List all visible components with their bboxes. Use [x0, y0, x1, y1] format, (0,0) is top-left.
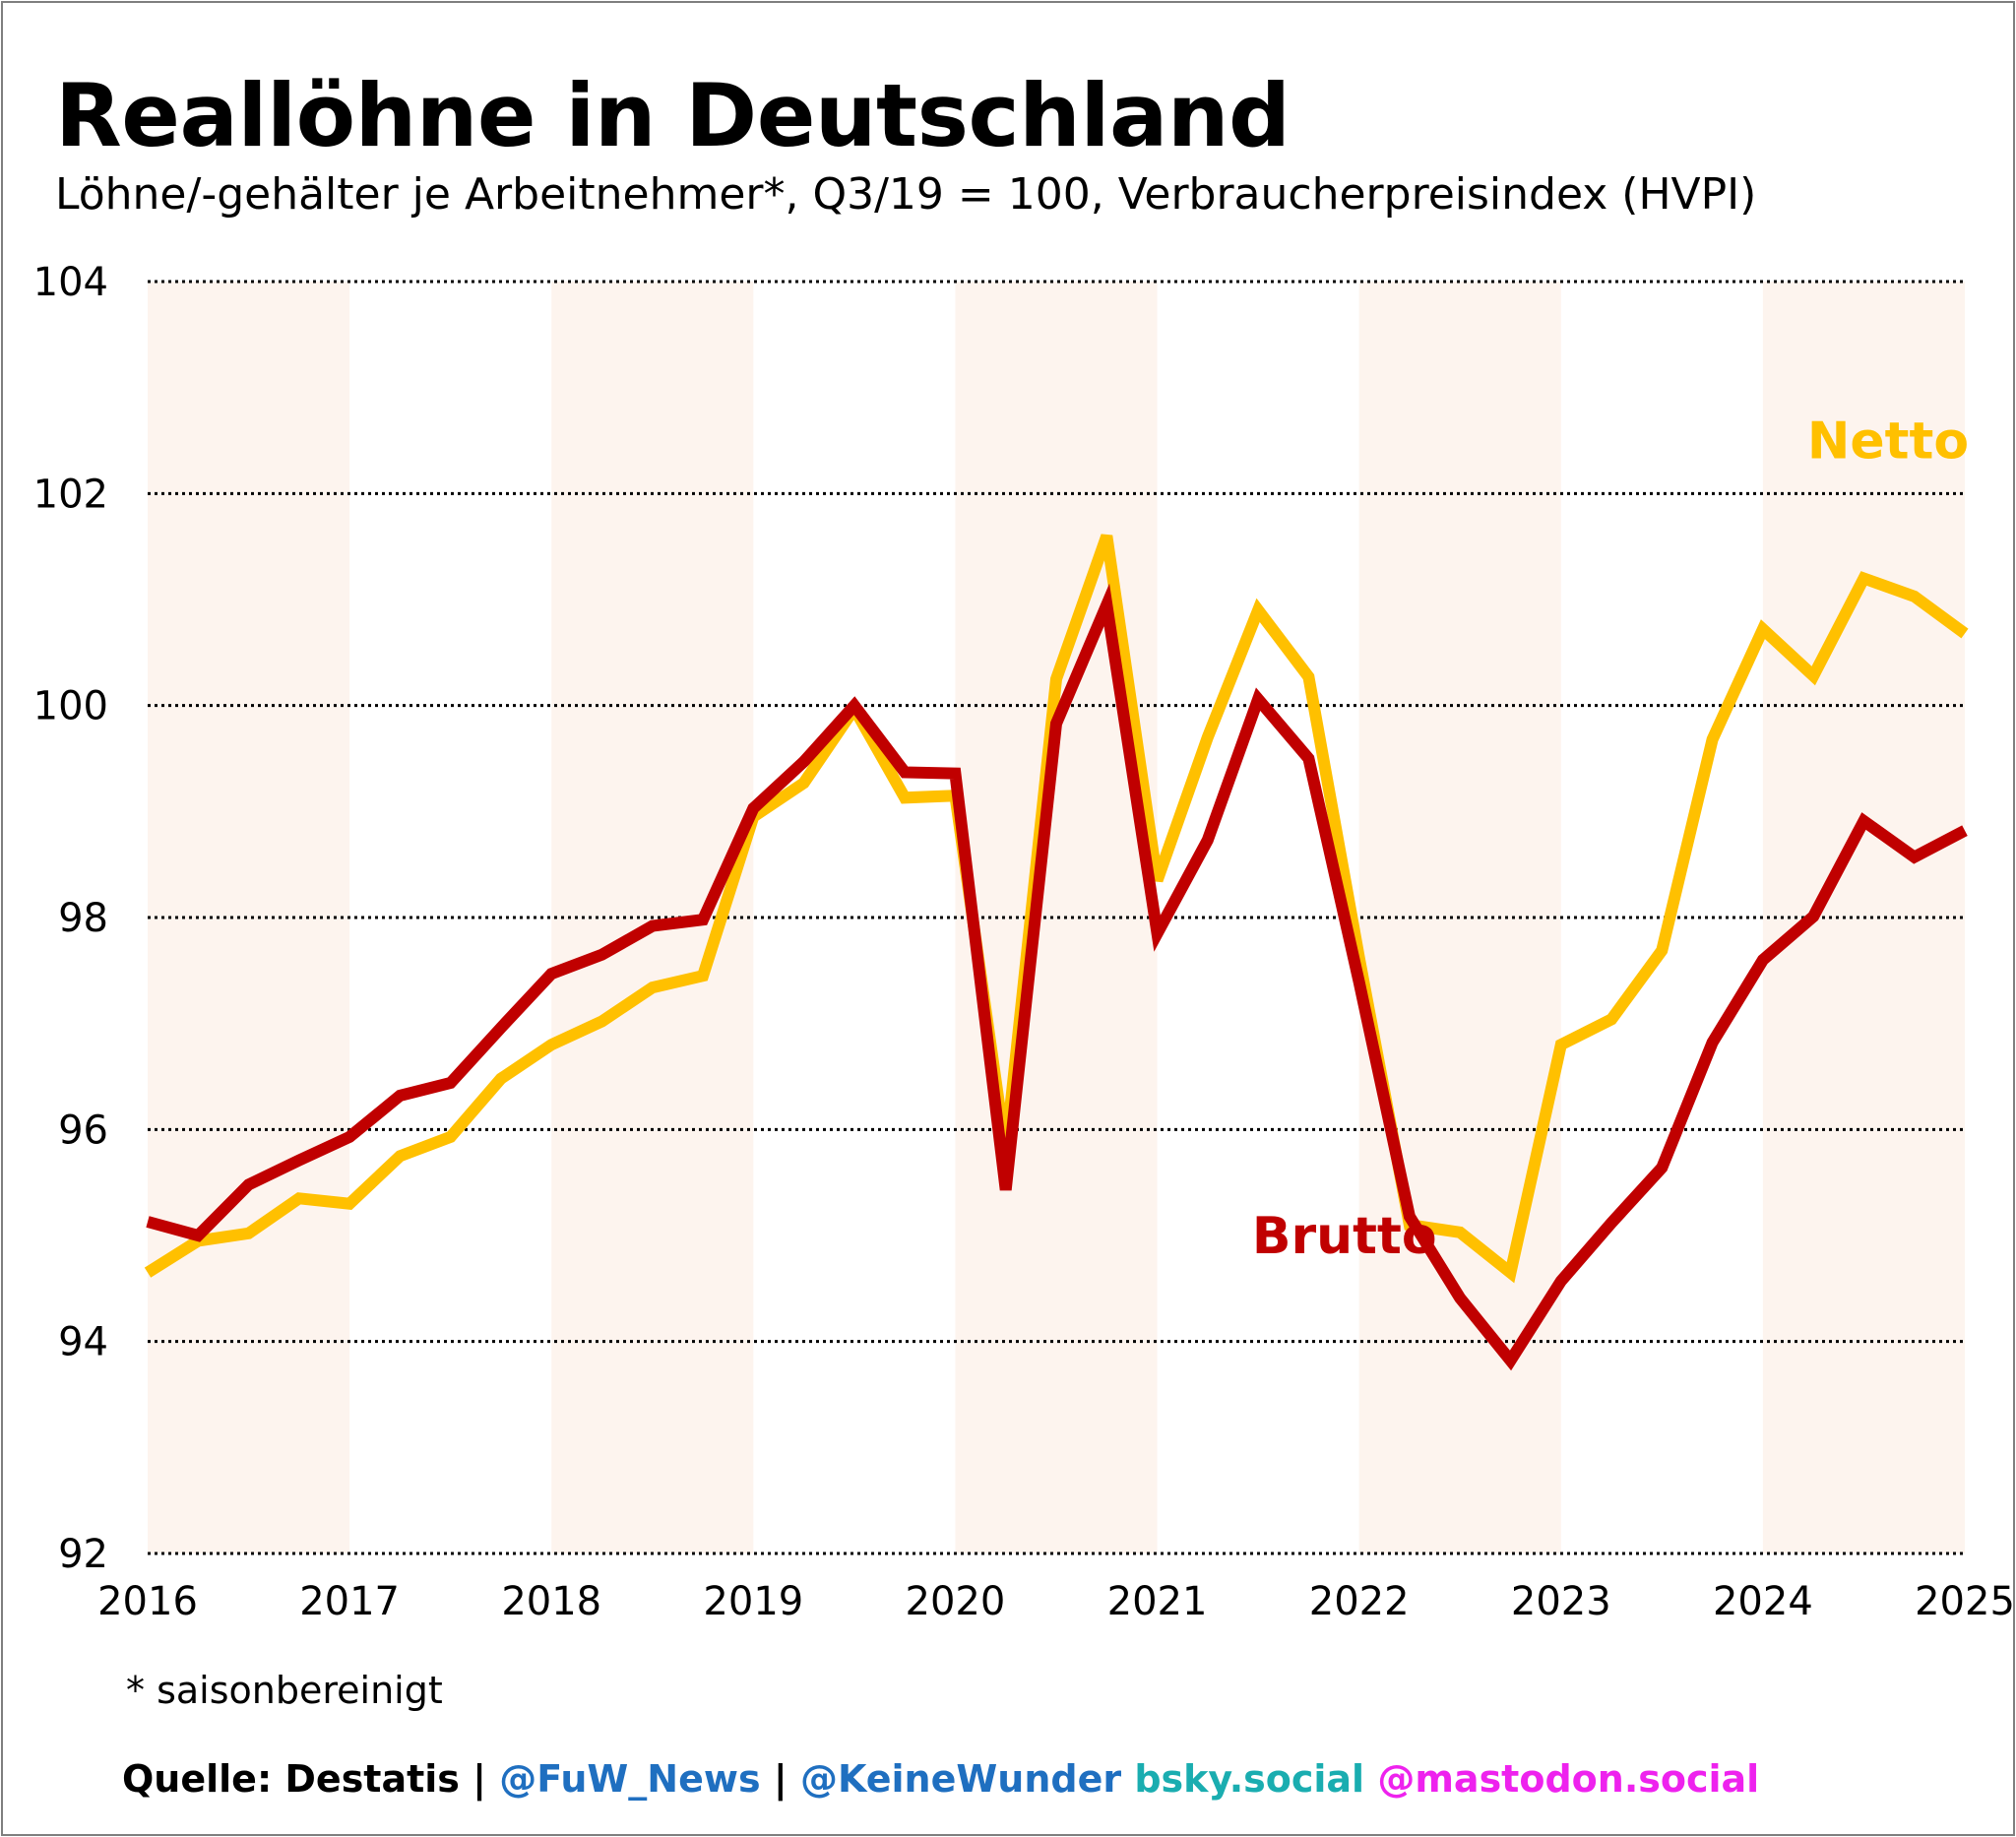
series-line-netto [144, 534, 1969, 1284]
keinewunder-handle: @KeineWunder [799, 1757, 1122, 1801]
y-tick-94: 94 [58, 1320, 108, 1365]
x-tick-2021: 2021 [1107, 1579, 1208, 1624]
mastodon-handle: @mastodon.social [1377, 1757, 1760, 1801]
x-axis-tick-labels: 2016 2017 2018 2019 2020 2021 2022 2023 2024 2025 [97, 1579, 2015, 1624]
series-label-netto: Netto [1807, 412, 1969, 472]
series-lines [144, 534, 1969, 1371]
x-tick-2020: 2020 [906, 1579, 1006, 1624]
x-tick-2025: 2025 [1915, 1579, 2015, 1624]
source-prefix: Quelle: Destatis | [122, 1757, 500, 1801]
x-tick-2018: 2018 [501, 1579, 601, 1624]
x-tick-2022: 2022 [1309, 1579, 1410, 1624]
x-tick-2016: 2016 [97, 1579, 198, 1624]
x-tick-2019: 2019 [703, 1579, 803, 1624]
y-tick-104: 104 [33, 260, 108, 305]
x-tick-2024: 2024 [1713, 1579, 1813, 1624]
fuw-news-handle: @FuW_News [499, 1757, 761, 1801]
source-line: Quelle: Destatis | @FuW_News | @KeineWun… [122, 1757, 1759, 1801]
x-tick-2017: 2017 [299, 1579, 400, 1624]
chart-title: Reallöhne in Deutschland [55, 65, 1291, 166]
y-tick-96: 96 [58, 1108, 108, 1153]
y-tick-98: 98 [58, 896, 108, 941]
source-space-2 [1364, 1757, 1377, 1801]
source-space [1121, 1757, 1134, 1801]
chart-subtitle: Löhne/-gehälter je Arbeitnehmer*, Q3/19 … [55, 169, 1757, 220]
y-tick-92: 92 [58, 1532, 108, 1577]
y-axis-tick-labels: 92 94 96 98 100 102 104 [33, 260, 108, 1577]
y-tick-100: 100 [33, 684, 108, 729]
y-tick-102: 102 [33, 472, 108, 517]
series-line-brutto [146, 583, 1968, 1371]
x-tick-2023: 2023 [1511, 1579, 1611, 1624]
footnote: * saisonbereinigt [126, 1669, 443, 1712]
bsky-handle: bsky.social [1134, 1757, 1365, 1801]
series-labels: Netto Brutto [1252, 412, 1969, 1267]
source-separator: | [760, 1757, 800, 1801]
series-label-brutto: Brutto [1252, 1207, 1437, 1266]
